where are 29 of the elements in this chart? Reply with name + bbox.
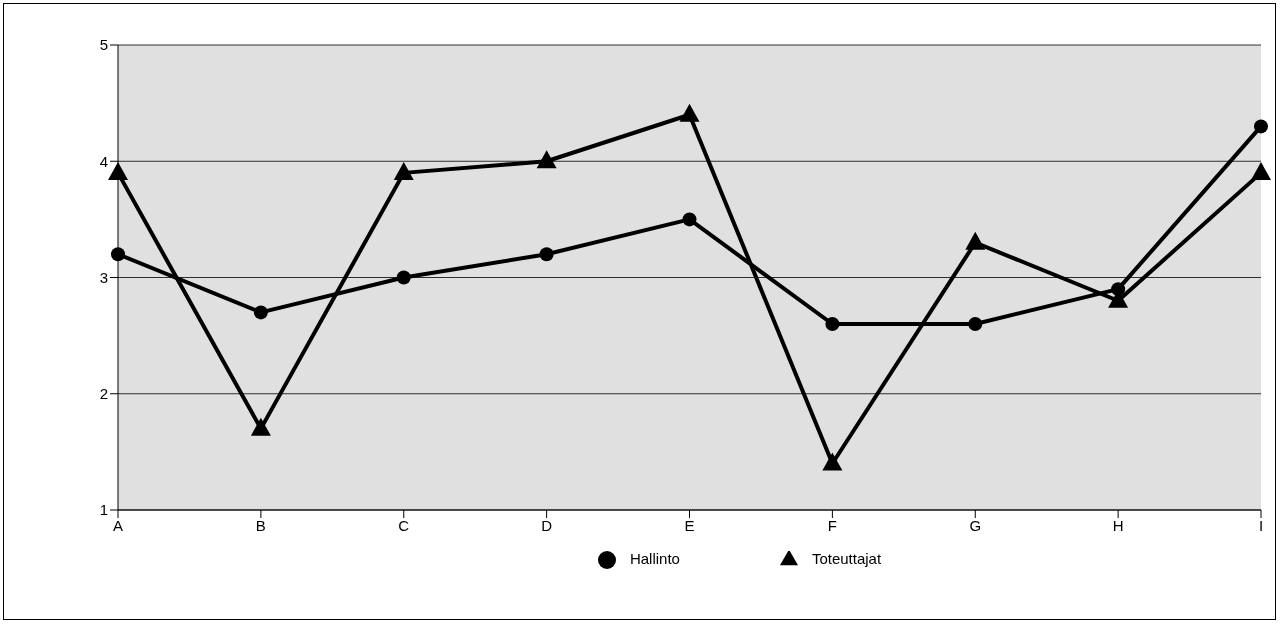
point [396,270,411,285]
point [679,103,700,122]
point [968,317,983,331]
x-tick-label: C [398,516,410,534]
legend-label: Toteuttajat [811,550,882,567]
x-tick-label: E [684,516,695,534]
point [825,317,840,331]
y-tick-label: 2 [99,385,108,403]
point [108,161,128,180]
x-tick-label: A [112,516,124,534]
x-tick-label: H [1112,516,1124,534]
point [965,231,986,250]
point [539,247,554,262]
x-tick-label: B [255,516,266,534]
y-tick-label: 1 [99,501,108,519]
point [536,150,557,169]
point [1251,161,1271,180]
point [682,212,697,227]
legend-label: Hallinto [629,550,680,567]
point [111,247,125,262]
y-tick-label: 3 [99,268,108,286]
point [393,161,414,180]
point [253,305,268,320]
x-tick-label: G [969,516,982,534]
x-tick-label: D [541,516,553,534]
y-tick-label: 5 [99,36,108,54]
x-tick-label: F [827,516,837,534]
y-tick-label: 4 [99,152,108,170]
x-tick-label: I [1258,516,1264,534]
